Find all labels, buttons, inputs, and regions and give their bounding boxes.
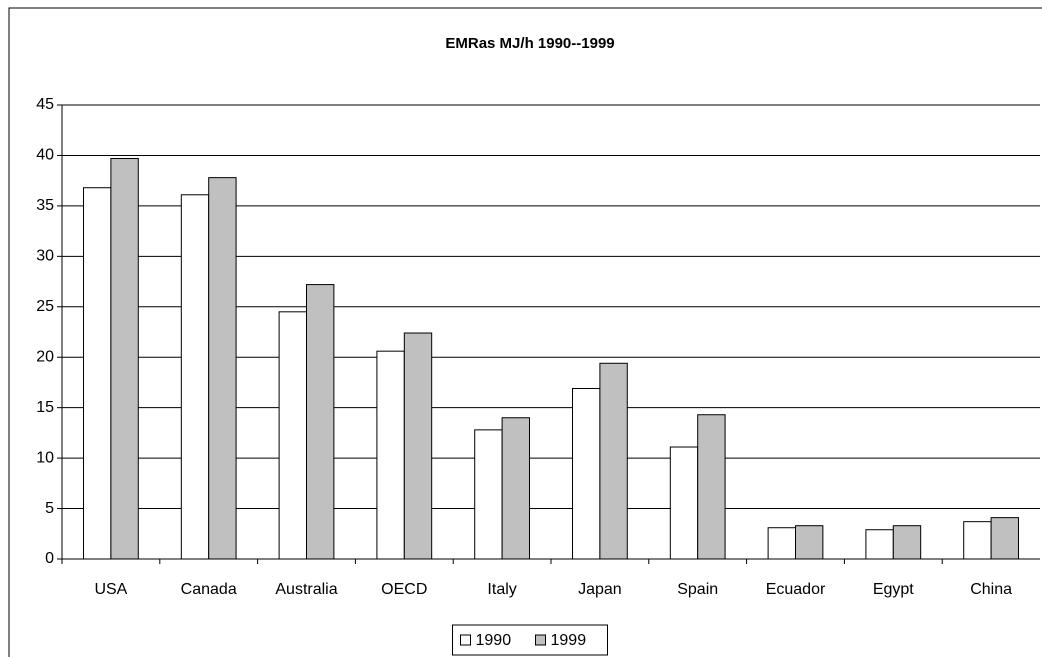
legend-label: 1999 <box>551 632 587 649</box>
y-tick-label: 45 <box>36 96 54 113</box>
x-tick-label: Spain <box>677 581 718 598</box>
y-tick-label: 10 <box>36 449 54 466</box>
chart-title: EMRas MJ/h 1990--1999 <box>445 35 614 52</box>
bar <box>767 527 797 560</box>
bar <box>501 417 530 560</box>
bar <box>697 414 726 560</box>
x-tick-label: Ecuador <box>766 581 826 598</box>
x-tick-label: Egypt <box>873 581 914 598</box>
x-tick-label: Japan <box>578 581 622 598</box>
y-tick-label: 20 <box>36 348 54 365</box>
bar <box>474 429 503 560</box>
legend-box <box>452 624 608 656</box>
bar <box>376 350 405 560</box>
x-tick-label: China <box>970 581 1012 598</box>
legend-swatch <box>460 634 471 646</box>
y-tick-label: 25 <box>36 298 54 315</box>
bar <box>83 187 112 560</box>
legend-swatch <box>535 634 546 646</box>
bar <box>572 387 601 560</box>
bar <box>892 525 922 560</box>
bar <box>990 517 1019 560</box>
bar <box>599 362 628 560</box>
y-tick-label: 40 <box>36 147 54 164</box>
x-tick-label: USA <box>94 581 127 598</box>
bar <box>865 529 894 560</box>
bar <box>403 332 433 560</box>
bar <box>306 284 335 560</box>
x-tick-label: Australia <box>275 581 337 598</box>
y-tick-label: 5 <box>45 500 54 517</box>
bar <box>278 311 307 560</box>
bar <box>795 525 824 560</box>
x-tick-label: Italy <box>487 581 516 598</box>
y-tick-label: 30 <box>36 248 54 265</box>
legend-label: 1990 <box>476 632 512 649</box>
x-tick-label: OECD <box>381 581 427 598</box>
bar <box>180 194 210 560</box>
y-tick-label: 15 <box>36 399 54 416</box>
bar <box>208 177 237 560</box>
y-tick-label: 0 <box>45 550 54 567</box>
x-tick-label: Canada <box>181 581 237 598</box>
bar <box>963 521 992 560</box>
y-tick-label: 35 <box>36 197 54 214</box>
bar <box>669 446 699 560</box>
bar <box>110 157 139 560</box>
